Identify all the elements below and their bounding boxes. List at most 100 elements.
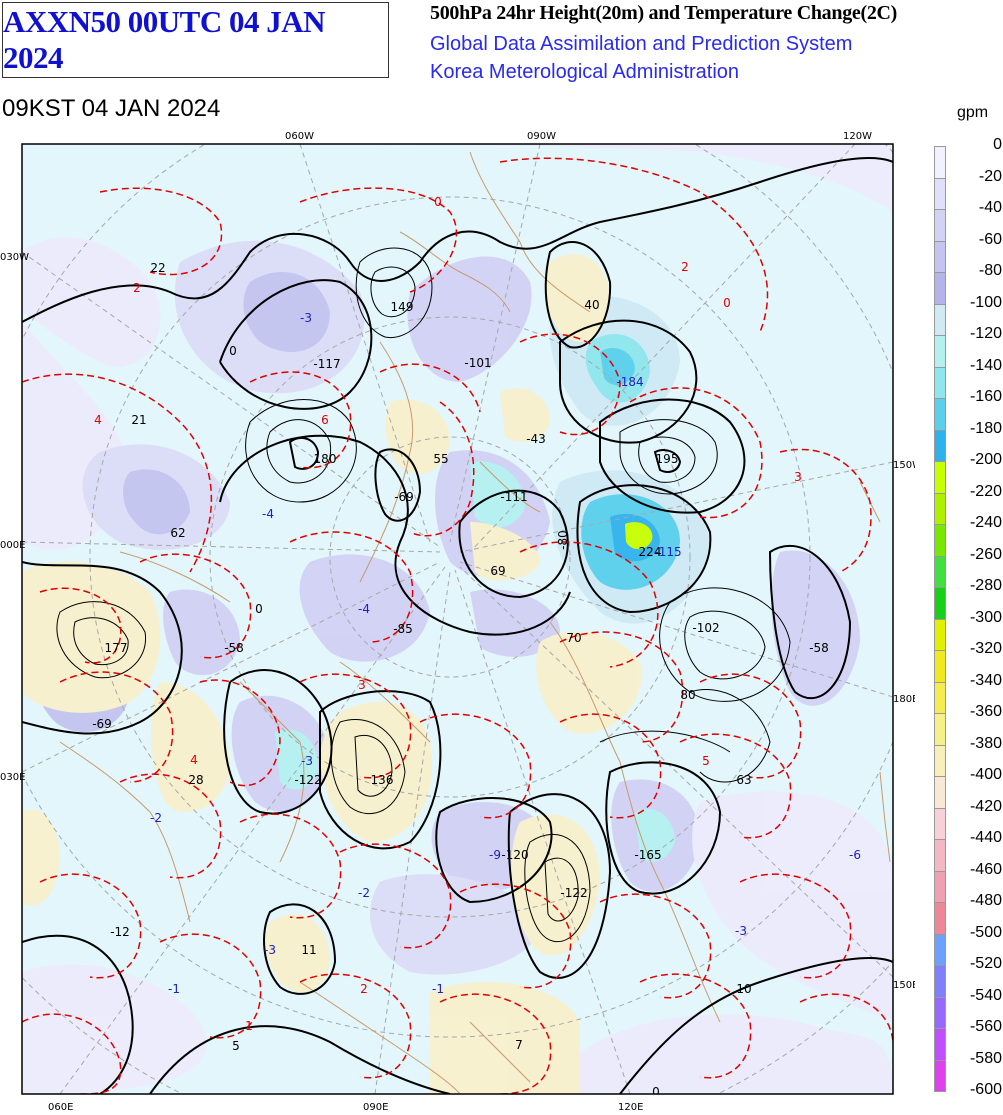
- map-value: -80: [556, 530, 570, 550]
- height-contours: [22, 157, 893, 1094]
- chart-title: 500hPa 24hr Height(20m) and Temperature …: [430, 2, 898, 24]
- legend-label: -180: [969, 419, 1002, 437]
- map-value: -1: [432, 982, 444, 996]
- map-value: -12: [110, 925, 130, 939]
- legend-label: -60: [978, 230, 1002, 248]
- map-value: 4: [190, 753, 198, 767]
- legend-swatch: [934, 335, 946, 368]
- map-value: -101: [464, 356, 491, 370]
- legend-label: -520: [969, 955, 1002, 972]
- map-value: -111: [500, 490, 527, 504]
- legend-swatch: [934, 807, 946, 840]
- map-value: -115: [654, 545, 681, 559]
- legend-swatch: [934, 933, 946, 966]
- map-value: 195: [656, 452, 679, 466]
- lat-label-left: 030E: [0, 772, 25, 783]
- map-value: -122: [294, 773, 321, 787]
- product-id-box: AXXN50 00UTC 04 JAN 2024: [2, 2, 389, 78]
- legend-label: -500: [969, 923, 1002, 941]
- map-value: 2: [681, 260, 689, 274]
- lon-label-bottom: 090E: [363, 1102, 388, 1113]
- map-value: -6: [849, 848, 861, 862]
- legend-swatch: [934, 555, 946, 588]
- legend-label: 0: [993, 136, 1002, 153]
- legend-label: -260: [969, 545, 1002, 563]
- map-value: -43: [526, 432, 546, 446]
- legend-swatch: [934, 650, 946, 683]
- legend-label: -200: [969, 451, 1002, 468]
- map-value: 149: [391, 300, 414, 314]
- lat-label-right: 180E: [893, 694, 915, 705]
- map-value: 6: [321, 413, 329, 427]
- legend-swatch: [934, 492, 946, 525]
- map-value: 4: [94, 413, 102, 427]
- map-value: -184: [616, 375, 643, 389]
- legend-swatch: [934, 902, 946, 935]
- legend-swatch: [934, 713, 946, 746]
- map-value-labels: 22 -3 -117 149 -101 40 -184 21 180 55 -4…: [92, 195, 861, 1099]
- map-value: -122: [560, 886, 587, 900]
- map-value: 62: [170, 526, 185, 540]
- legend-label: -580: [969, 1049, 1002, 1067]
- lat-label-right: 150W: [893, 460, 915, 471]
- map-value: -3: [735, 924, 747, 938]
- map-value: 0: [723, 296, 731, 310]
- legend-swatch: [934, 177, 946, 210]
- legend-swatch: [934, 1028, 946, 1061]
- agency-name: Korea Meterological Administration: [430, 61, 740, 83]
- map-value: -117: [313, 357, 340, 371]
- product-id: AXXN50 00UTC 04 JAN 2024: [3, 4, 326, 75]
- legend-swatch: [934, 1059, 946, 1092]
- legend-swatch: [934, 240, 946, 273]
- map-value: 40: [584, 298, 599, 312]
- map-value: -165: [634, 848, 661, 862]
- legend-label: -380: [969, 734, 1002, 752]
- map-value: 7: [515, 1038, 523, 1052]
- legend-swatch: [934, 681, 946, 714]
- map-value: -2: [358, 886, 370, 900]
- legend-label: -40: [978, 199, 1002, 216]
- map-value: -3: [264, 943, 276, 957]
- legend-label: -240: [969, 514, 1002, 531]
- map-value: -1: [168, 982, 180, 996]
- map-value: 224: [639, 545, 662, 559]
- legend-swatch: [934, 744, 946, 777]
- map-value: -85: [393, 622, 413, 636]
- map-value: -58: [224, 641, 244, 655]
- map-value: -4: [262, 507, 274, 521]
- map-value: 55: [433, 452, 448, 466]
- legend-label: -160: [969, 388, 1002, 405]
- map-value: 0: [652, 1085, 660, 1099]
- map-value: 0: [255, 602, 263, 616]
- map-value: 180: [314, 452, 337, 466]
- map-value: -102: [692, 621, 719, 635]
- map-value: 21: [131, 413, 146, 427]
- map-value: -58: [809, 641, 829, 655]
- legend-label: -460: [969, 860, 1002, 878]
- map-value: 2: [360, 982, 368, 996]
- temperature-contours: [22, 157, 893, 1094]
- map-value: 63: [736, 773, 751, 787]
- legend-label: -340: [969, 671, 1002, 689]
- lon-label-top: 060W: [285, 131, 314, 142]
- legend-swatch: [934, 996, 946, 1029]
- map-value: 11: [301, 943, 316, 957]
- lon-label-bottom: 120E: [618, 1102, 643, 1113]
- map-value: 5: [702, 754, 710, 768]
- map-frame: [21, 143, 894, 1095]
- lon-label-top: 090W: [527, 131, 556, 142]
- map-value: -3: [300, 311, 312, 325]
- map-value: -4: [358, 602, 370, 616]
- color-legend: [934, 146, 946, 1100]
- grid-labels: 060W 090W 120W 060E 090E 120E 030W 000E …: [0, 131, 915, 1113]
- legend-label: -560: [969, 1018, 1002, 1035]
- map-value: -2: [150, 811, 162, 825]
- map-value: -3: [301, 754, 313, 768]
- legend-swatch: [934, 146, 946, 179]
- legend-label: -440: [969, 829, 1002, 846]
- map-value: 10: [736, 982, 751, 996]
- valid-time: 09KST 04 JAN 2024: [2, 95, 221, 122]
- map-value: 1: [245, 1019, 253, 1033]
- system-name: Global Data Assimilation and Prediction …: [430, 33, 853, 55]
- legend-label: -100: [969, 293, 1002, 311]
